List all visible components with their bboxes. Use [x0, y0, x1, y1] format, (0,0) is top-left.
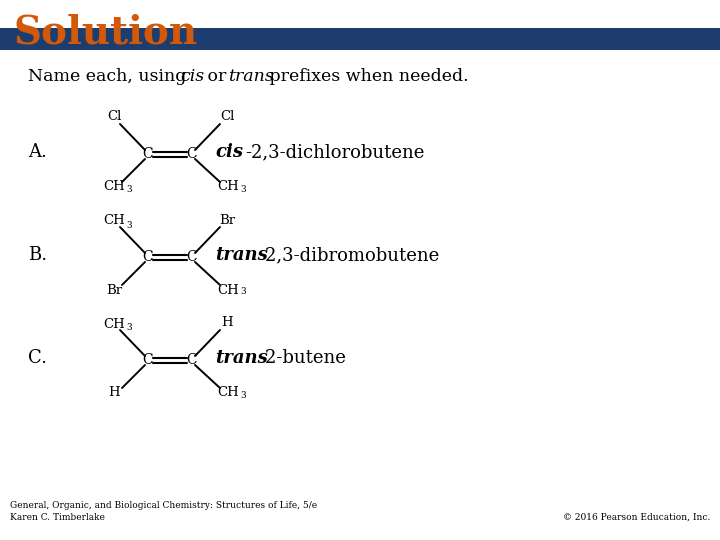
- Text: trans: trans: [215, 246, 268, 264]
- Text: prefixes when needed.: prefixes when needed.: [264, 68, 469, 85]
- Text: 3: 3: [126, 323, 132, 333]
- Text: cis: cis: [215, 143, 243, 161]
- Text: 3: 3: [126, 220, 132, 230]
- Text: 3: 3: [240, 390, 246, 400]
- Text: A.: A.: [28, 143, 47, 161]
- Text: Cl: Cl: [107, 111, 121, 124]
- Text: trans: trans: [228, 68, 274, 85]
- Text: 3: 3: [240, 185, 246, 193]
- Text: C: C: [143, 147, 153, 161]
- Text: General, Organic, and Biological Chemistry: Structures of Life, 5/e
Karen C. Tim: General, Organic, and Biological Chemist…: [10, 501, 317, 522]
- Text: C: C: [186, 147, 197, 161]
- Text: © 2016 Pearson Education, Inc.: © 2016 Pearson Education, Inc.: [562, 513, 710, 522]
- Text: -2,3-dichlorobutene: -2,3-dichlorobutene: [245, 143, 424, 161]
- Text: H: H: [108, 387, 120, 400]
- Bar: [0, 28, 720, 50]
- Text: Br: Br: [106, 284, 122, 296]
- Text: CH: CH: [103, 180, 125, 193]
- Text: Name each, using: Name each, using: [28, 68, 192, 85]
- Text: Cl: Cl: [220, 111, 234, 124]
- Text: -2,3-dibromobutene: -2,3-dibromobutene: [259, 246, 439, 264]
- Text: C: C: [186, 250, 197, 264]
- Text: C.: C.: [28, 349, 47, 367]
- Text: trans: trans: [215, 349, 268, 367]
- Text: CH: CH: [217, 387, 239, 400]
- Text: C: C: [186, 353, 197, 367]
- Text: -2-butene: -2-butene: [259, 349, 346, 367]
- Text: CH: CH: [103, 318, 125, 330]
- Text: Solution: Solution: [14, 13, 198, 51]
- Text: H: H: [221, 316, 233, 329]
- Text: 3: 3: [126, 185, 132, 193]
- Text: 3: 3: [240, 287, 246, 296]
- Text: B.: B.: [28, 246, 47, 264]
- Text: Br: Br: [219, 213, 235, 226]
- Text: CH: CH: [217, 284, 239, 296]
- Text: or: or: [202, 68, 232, 85]
- Text: CH: CH: [103, 214, 125, 227]
- Text: C: C: [143, 353, 153, 367]
- Text: C: C: [143, 250, 153, 264]
- Text: cis: cis: [180, 68, 204, 85]
- Text: CH: CH: [217, 180, 239, 193]
